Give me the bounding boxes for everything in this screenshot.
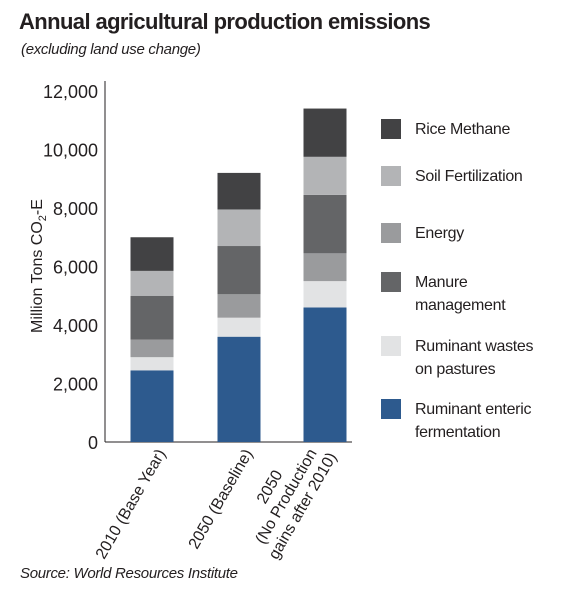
bar-segment [217, 246, 261, 295]
legend-label: Ruminant enteric fermentation [415, 401, 532, 441]
legend-item: Ruminant wastes on pastures [381, 335, 572, 381]
legend-swatch [381, 336, 401, 356]
bar-segment [217, 294, 261, 318]
legend-label: Manure management [415, 274, 506, 314]
bar-segment [303, 194, 347, 254]
legend-item: Manure management [381, 271, 572, 317]
bar-segment [303, 253, 347, 282]
y-tick-label: 12,000 [43, 82, 98, 102]
x-category-label: 2050 (Baseline) [186, 447, 257, 553]
y-tick-label: 0 [88, 433, 98, 453]
chart-subtitle: (excluding land use change) [21, 41, 201, 58]
bar-segment [130, 295, 174, 340]
bar-segment [217, 336, 261, 442]
legend-item: Energy [381, 222, 572, 245]
bar-segment [130, 357, 174, 371]
bar-segment [217, 209, 261, 247]
source-note: Source: World Resources Institute [20, 565, 238, 582]
y-tick-label: 4,000 [53, 316, 98, 336]
bar-segment [303, 307, 347, 442]
bar-segment [130, 370, 174, 442]
legend-swatch [381, 272, 401, 292]
legend-item: Rice Methane [381, 118, 572, 141]
legend-label: Rice Methane [415, 121, 511, 138]
legend-swatch [381, 119, 401, 139]
bar-segment [303, 156, 347, 195]
bar-segment [303, 108, 347, 157]
legend-label: Soil Fertilization [415, 168, 523, 185]
y-tick-label: 10,000 [43, 141, 98, 161]
legend-label: Energy [415, 225, 464, 242]
legend-label: Ruminant wastes on pastures [415, 338, 534, 378]
bar-segment [303, 281, 347, 308]
y-tick-label: 2,000 [53, 375, 98, 395]
bar-segment [130, 339, 174, 358]
legend-swatch [381, 223, 401, 243]
y-tick-label: 6,000 [53, 258, 98, 278]
legend-swatch [381, 166, 401, 186]
bar-segment [130, 237, 174, 271]
legend-item: Soil Fertilization [381, 165, 572, 188]
chart-title: Annual agricultural production emissions [19, 9, 431, 34]
legend-item: Ruminant enteric fermentation [381, 398, 572, 444]
y-axis-label: Million Tons CO2-E [29, 199, 49, 333]
bar-segment [217, 172, 261, 210]
y-tick-label: 8,000 [53, 199, 98, 219]
bar-segment [130, 270, 174, 296]
bar-segment [217, 317, 261, 337]
x-category-label: 2010 (Base Year) [93, 447, 170, 563]
legend-swatch [381, 399, 401, 419]
